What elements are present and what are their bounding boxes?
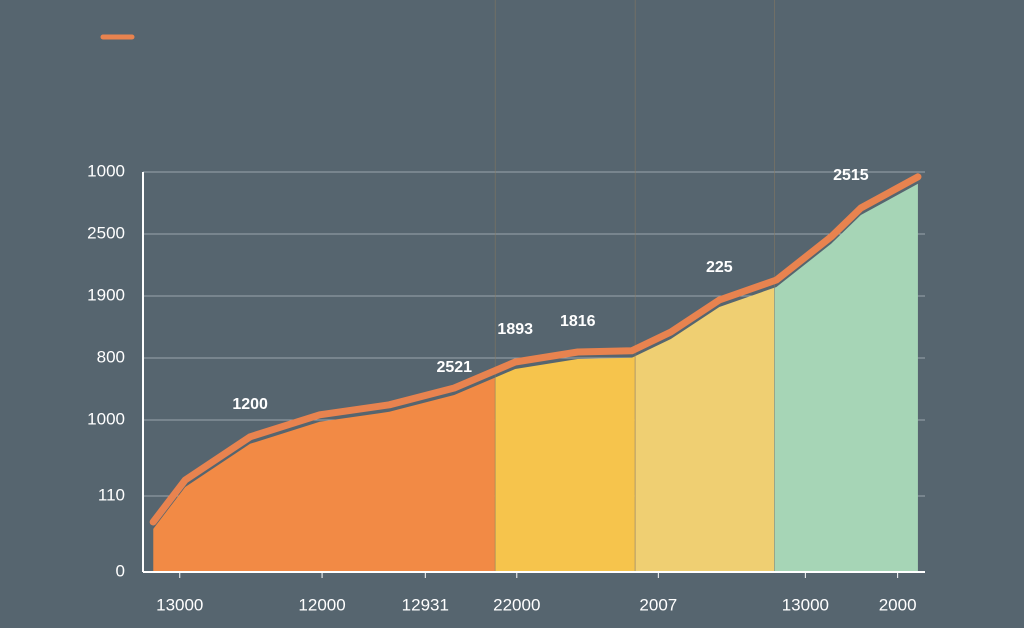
area-band (153, 377, 495, 572)
area-band (774, 183, 918, 572)
annotation: 2515 (833, 167, 869, 184)
x-tick-label: 13000 (782, 595, 829, 614)
x-tick-label: 12000 (298, 595, 345, 614)
annotation: 1816 (560, 313, 596, 330)
x-tick-label: 2007 (639, 595, 677, 614)
y-tick-label: 800 (97, 347, 125, 366)
y-tick-label: 2500 (87, 223, 125, 242)
annotation: 225 (706, 259, 733, 276)
area-band (494, 356, 635, 572)
annotation: 1893 (497, 321, 533, 338)
annotation: 1200 (232, 396, 268, 413)
y-tick-label: 110 (98, 485, 125, 504)
area-band (634, 287, 775, 572)
x-tick-label: 22000 (493, 595, 540, 614)
x-tick-label: 13000 (156, 595, 203, 614)
y-tick-label: 0 (116, 561, 125, 580)
y-tick-label: 1000 (87, 161, 125, 180)
line (149, 173, 922, 526)
y-tick-label: 1900 (87, 285, 125, 304)
y-tick-label: 1000 (87, 409, 125, 428)
annotation: 2521 (436, 359, 472, 376)
x-tick-label: 2000 (879, 595, 917, 614)
x-tick-label: 12931 (402, 595, 449, 614)
